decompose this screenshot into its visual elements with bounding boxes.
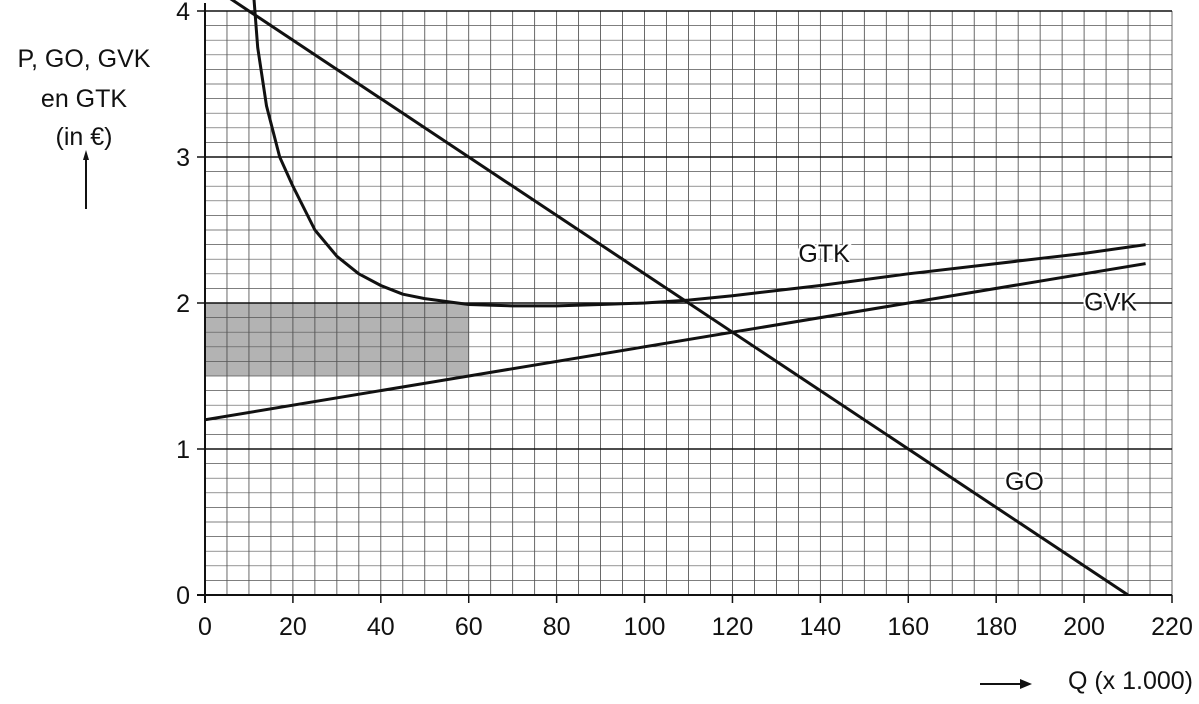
series-gtk-label: GTK: [798, 240, 850, 268]
x-axis-arrow-icon: [980, 679, 1032, 689]
y-axis-label-line-3: (in €): [55, 123, 113, 151]
x-tick-label: 120: [712, 613, 754, 641]
y-tick-label: 3: [176, 144, 190, 172]
x-tick-label: 80: [543, 613, 571, 641]
x-tick-label: 60: [455, 613, 483, 641]
y-tick-label: 2: [176, 290, 190, 318]
x-axis-label: Q (x 1.000): [1067, 667, 1193, 695]
x-tick-label: 180: [975, 613, 1017, 641]
x-tick-label: 200: [1063, 613, 1105, 641]
series-go-label: GO: [1005, 468, 1044, 496]
y-tick-label: 0: [176, 582, 190, 610]
series-gvk-line: [205, 262, 1146, 422]
y-tick-label: 4: [176, 0, 190, 26]
series-go-line: [229, 0, 1129, 595]
y-axis-arrow-icon: [83, 150, 89, 209]
y-axis-label-line-2: en GTK: [40, 85, 128, 113]
x-tick-label: 220: [1151, 613, 1193, 641]
x-tick-label: 100: [624, 613, 666, 641]
y-axis-label-line-1: P, GO, GVK: [17, 45, 151, 73]
x-tick-label: 40: [367, 613, 395, 641]
series-gvk-label: GVK: [1084, 288, 1137, 316]
series-gtk-line: [252, 0, 1146, 308]
x-tick-label: 140: [800, 613, 842, 641]
x-tick-label: 160: [887, 613, 929, 641]
x-tick-label: 0: [198, 613, 212, 641]
x-tick-label: 20: [279, 613, 307, 641]
y-tick-label: 1: [176, 436, 190, 464]
